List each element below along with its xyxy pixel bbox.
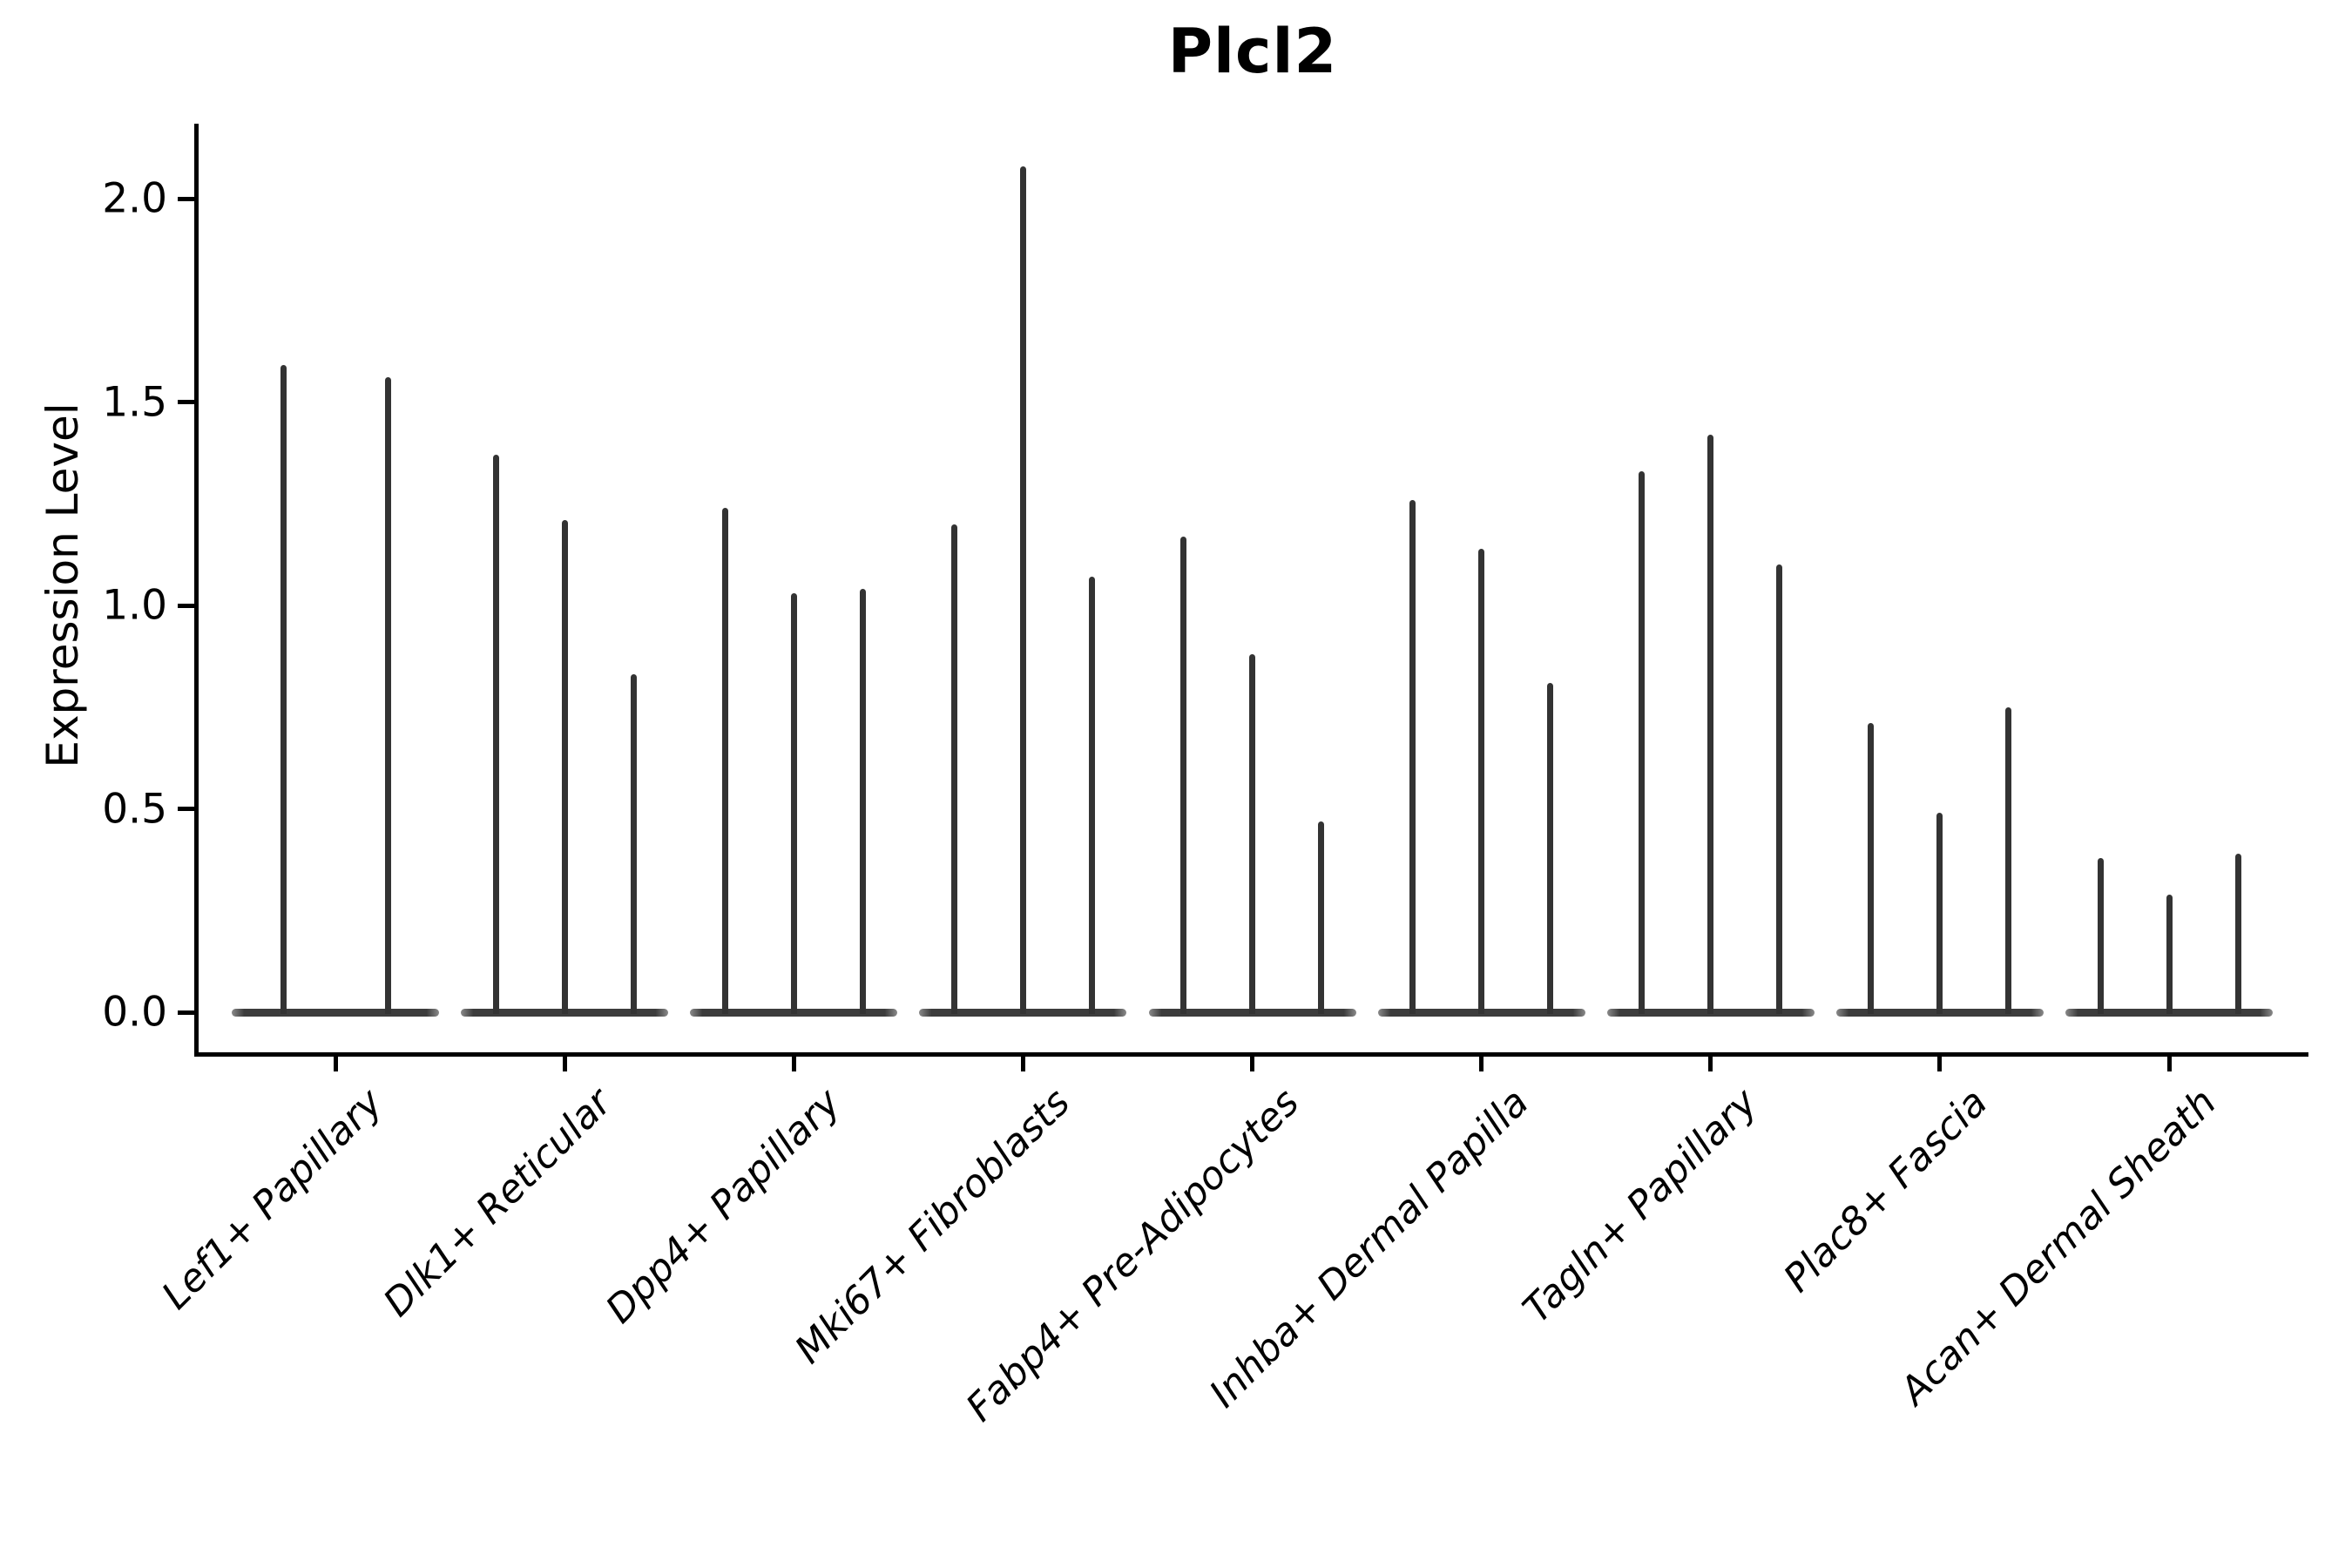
x-tick xyxy=(333,1054,338,1071)
x-tick xyxy=(562,1054,567,1071)
y-tick-label: 0.5 xyxy=(102,785,167,833)
violin-spike xyxy=(1409,499,1416,1014)
y-tick-label: 1.5 xyxy=(102,378,167,426)
y-tick xyxy=(178,400,197,404)
x-tick xyxy=(2166,1054,2172,1071)
violin-spike xyxy=(2234,853,2241,1014)
violin-spike xyxy=(1249,654,1255,1014)
x-tick-label: Dpp4+ Papillary xyxy=(598,1080,850,1333)
violin-spike xyxy=(1936,813,1943,1014)
violin-spike xyxy=(1868,723,1875,1014)
violin-spike xyxy=(950,524,957,1014)
violin-spike xyxy=(1707,434,1714,1014)
violin-spike xyxy=(1478,548,1485,1014)
violin-spike xyxy=(1088,577,1095,1014)
x-tick xyxy=(1020,1054,1025,1071)
violin-spike xyxy=(1776,564,1783,1014)
y-tick xyxy=(178,603,197,608)
violin-spike xyxy=(1547,682,1554,1014)
violin-spike xyxy=(2005,706,2012,1014)
x-tick xyxy=(1937,1054,1943,1071)
x-tick-label: Dlk1+ Reticular xyxy=(375,1080,621,1326)
violin-spike xyxy=(721,507,728,1014)
violin-spike xyxy=(790,592,797,1014)
x-tick xyxy=(1479,1054,1484,1071)
y-tick xyxy=(178,1010,197,1015)
x-tick xyxy=(791,1054,796,1071)
violin-spike xyxy=(384,377,391,1014)
violin-spike xyxy=(630,674,637,1014)
x-tick-label: Plac8+ Fascia xyxy=(1774,1080,1996,1301)
y-axis-spine xyxy=(194,124,199,1057)
x-tick-label: Tagln+ Papillary xyxy=(1515,1080,1767,1332)
violin-spike xyxy=(1019,166,1026,1014)
violin-spike xyxy=(280,365,287,1014)
violin-spike xyxy=(859,589,866,1014)
chart-title: Plcl2 xyxy=(1167,16,1338,87)
y-tick-label: 0.0 xyxy=(102,988,167,1037)
violin-baseline xyxy=(232,1008,439,1017)
violin-spike xyxy=(492,455,499,1014)
violin-spike xyxy=(561,519,568,1014)
violin-spike xyxy=(1639,470,1646,1014)
y-tick-label: 1.0 xyxy=(102,581,167,630)
y-tick-label: 2.0 xyxy=(102,174,167,223)
x-tick xyxy=(1250,1054,1254,1071)
violin-spike xyxy=(1180,536,1186,1014)
violin-spike xyxy=(1318,821,1324,1014)
y-tick xyxy=(178,807,197,811)
y-tick xyxy=(178,196,197,201)
x-tick-label: Lef1+ Papillary xyxy=(153,1080,392,1319)
violin-spike xyxy=(2097,857,2104,1014)
violin-spike xyxy=(2166,894,2173,1014)
x-tick xyxy=(1708,1054,1713,1071)
